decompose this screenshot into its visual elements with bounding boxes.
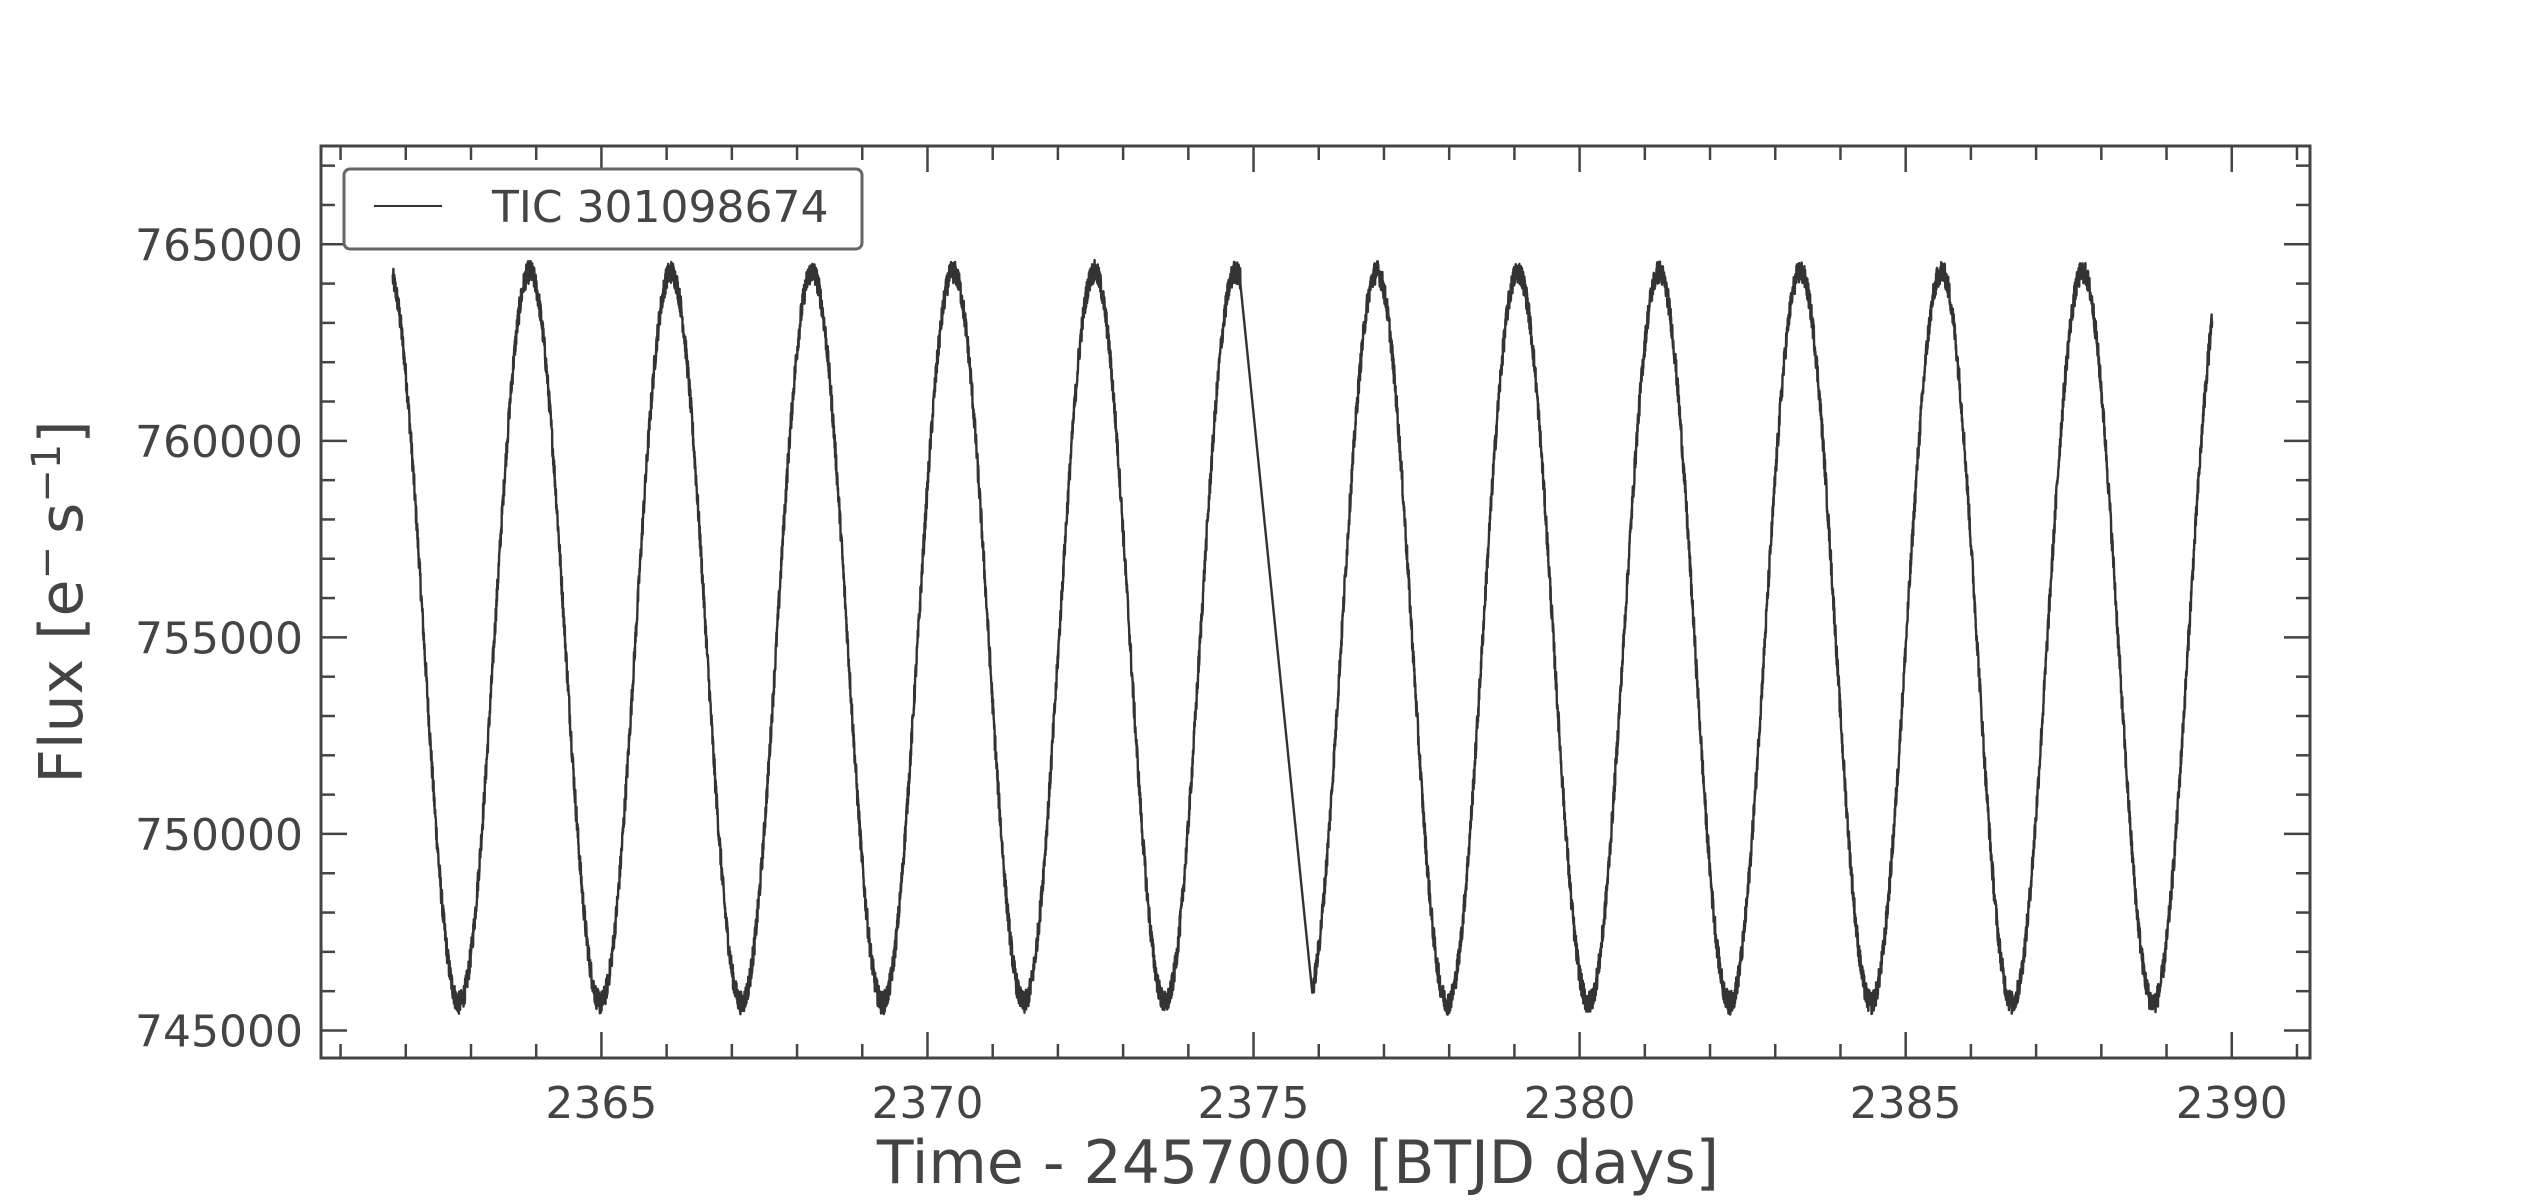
x-tick-label: 2390 <box>2176 1078 2288 1129</box>
y-axis-label-close: ] <box>27 420 97 443</box>
ticks-layer: 2365 2370 2375 2380 2385 2390 745000 750000 7550… <box>135 146 2310 1129</box>
y-tick-label: 755000 <box>135 613 303 664</box>
x-axis-label: Time - 2457000 [BTJD days] <box>876 1128 1719 1198</box>
legend: TIC 301098674 <box>342 167 864 251</box>
x-tick-label: 2365 <box>545 1078 657 1129</box>
y-tick-label: 750000 <box>135 810 303 861</box>
y-axis-label-exp2: −1 <box>24 444 70 503</box>
y-axis-label-main: Flux [e <box>27 580 97 784</box>
plot-frame <box>319 144 2312 1060</box>
data-layer <box>391 258 2214 1016</box>
y-axis-label-unit: s <box>27 503 97 534</box>
legend-entry-label: TIC 301098674 <box>491 182 829 233</box>
y-axis-label: Flux [e− s−1] <box>24 420 97 783</box>
legend-box <box>342 167 864 251</box>
y-tick-label: 765000 <box>135 220 303 271</box>
series-line-tic-301098674 <box>391 258 2214 1016</box>
x-tick-label: 2380 <box>1524 1078 1636 1129</box>
y-axis-label-exp1: − <box>24 546 70 580</box>
y-tick-label: 760000 <box>135 417 303 468</box>
x-tick-label: 2385 <box>1850 1078 1962 1129</box>
x-tick-label: 2375 <box>1198 1078 1310 1129</box>
y-tick-label: 745000 <box>135 1006 303 1057</box>
x-tick-label: 2370 <box>871 1078 983 1129</box>
